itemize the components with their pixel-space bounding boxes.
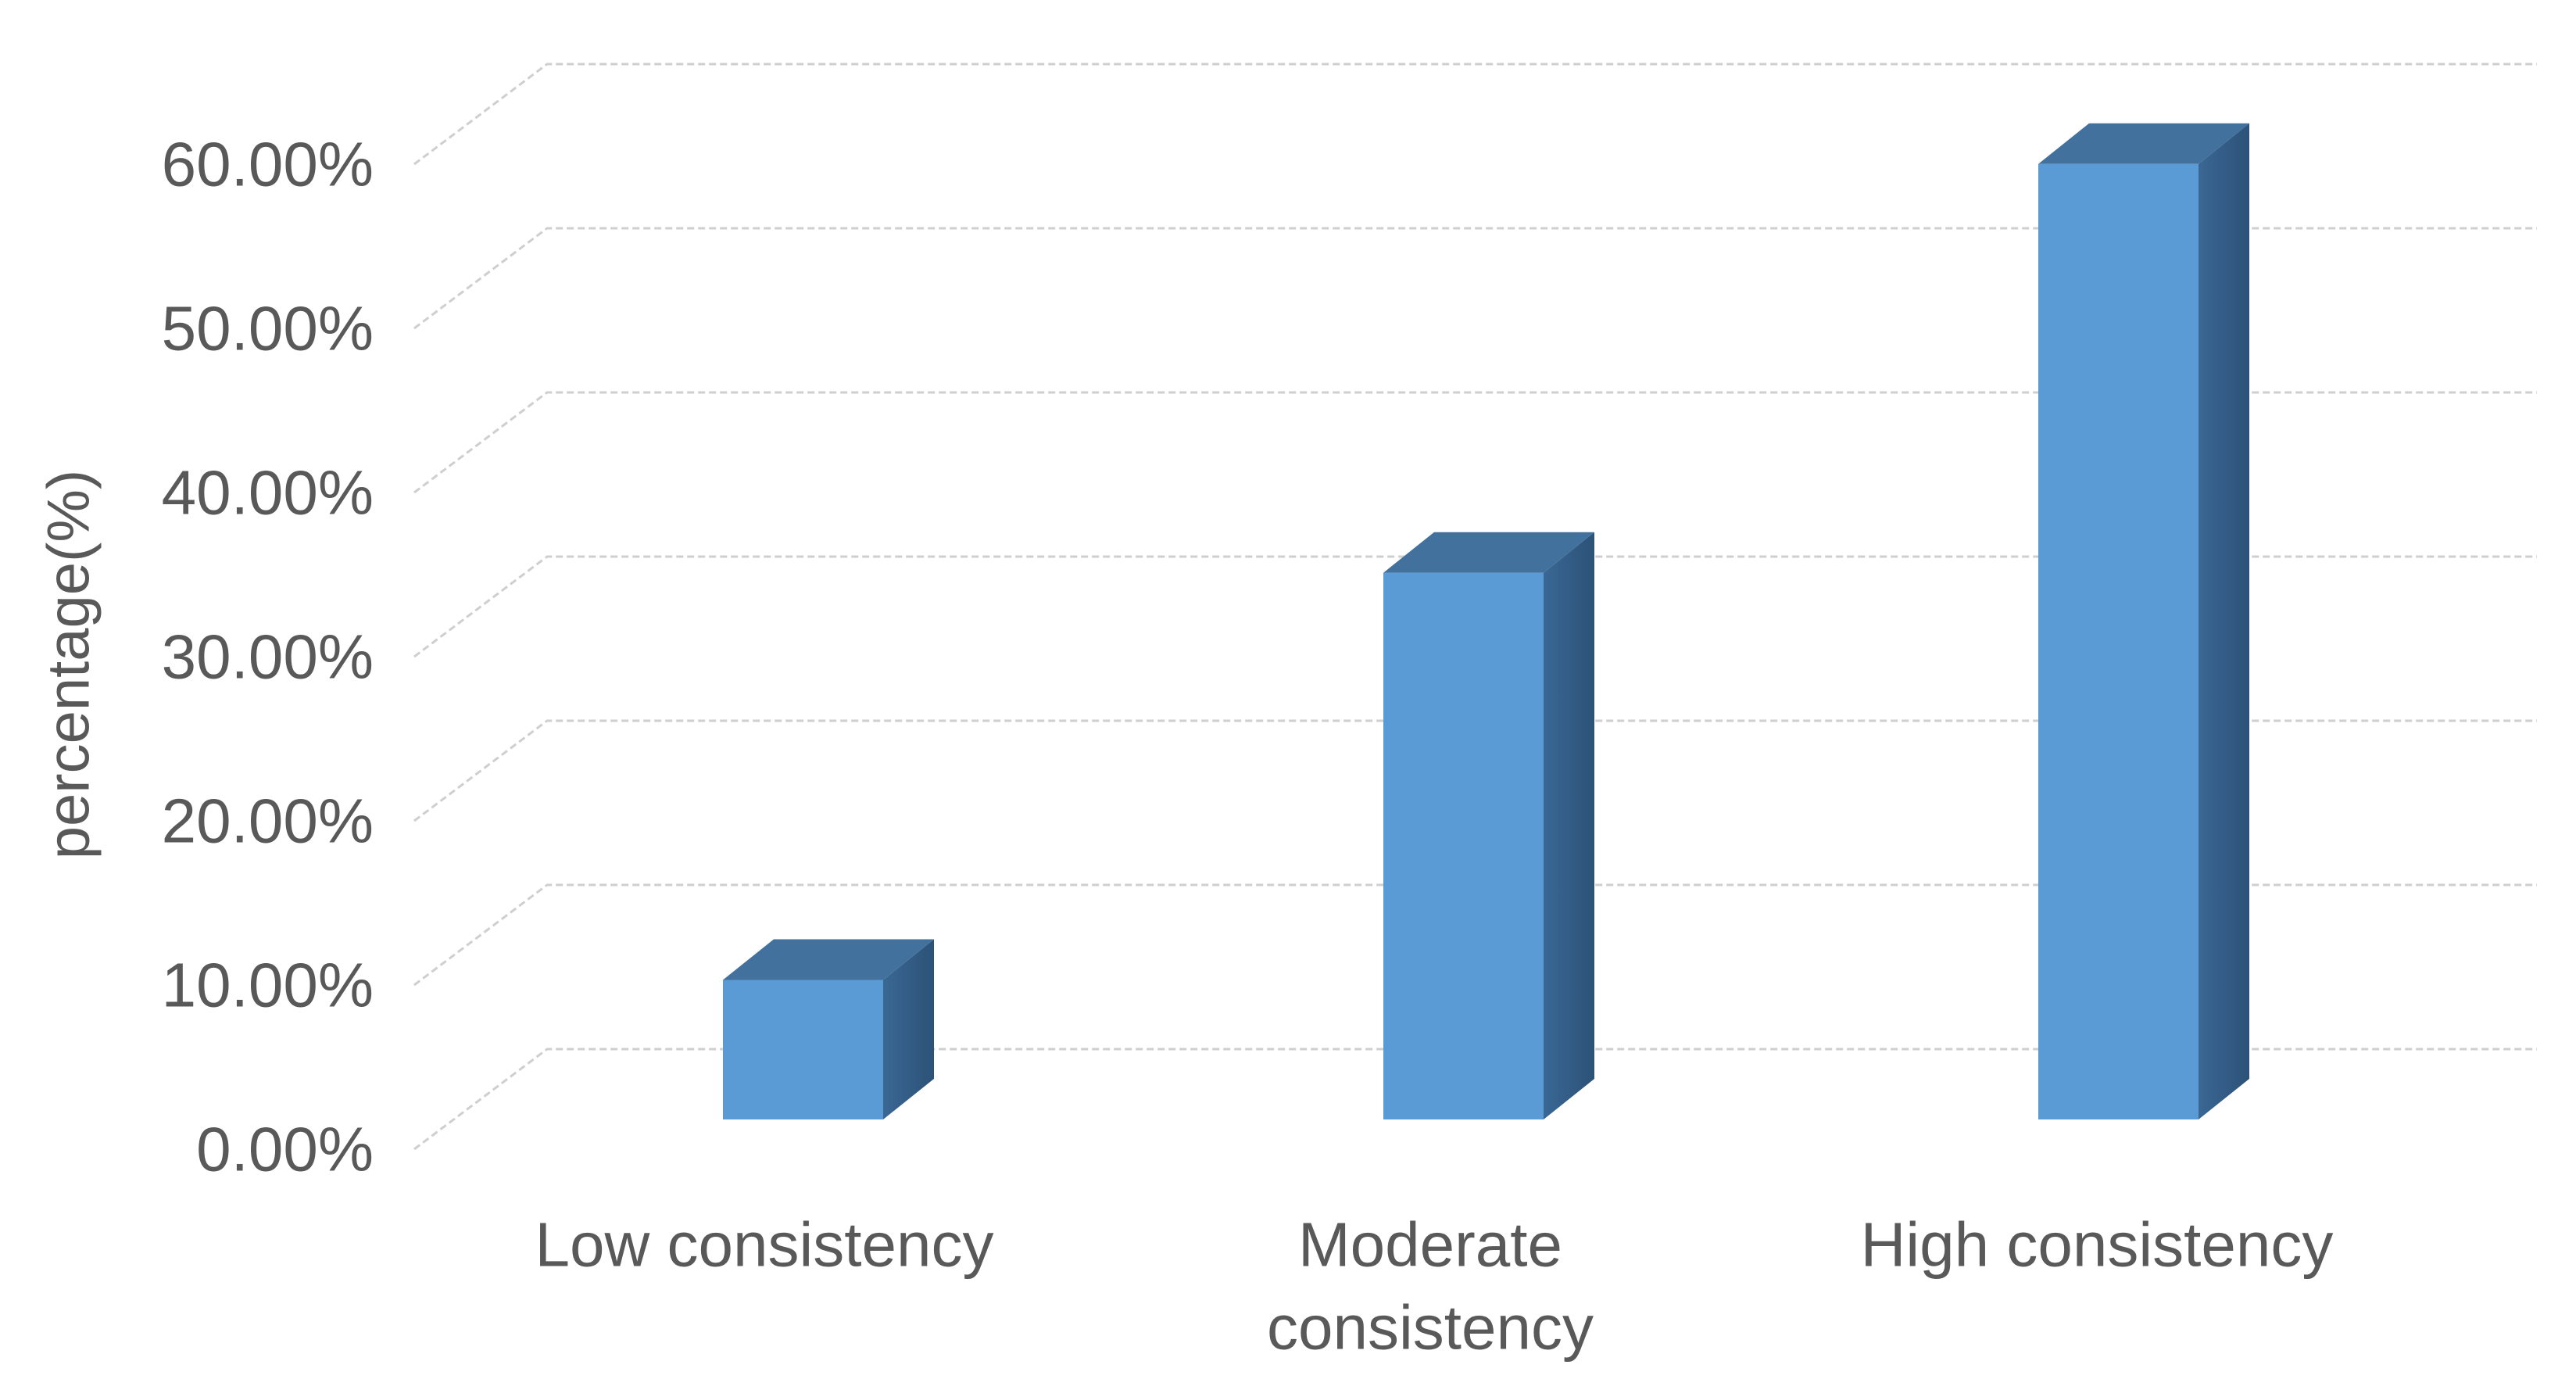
bar-low-consistency [723,939,934,1119]
bar-high-consistency [2038,123,2249,1119]
bar-top-face [723,939,934,980]
y-tick-label: 30.00% [162,622,374,692]
bar-moderate-consistency [1383,532,1594,1119]
bar-top-face [2038,123,2249,164]
x-category-label-high-consistency: High consistency [1861,1210,2334,1280]
bar-front-face [2038,163,2199,1119]
y-tick-label: 20.00% [162,786,374,856]
gridline [413,391,2537,494]
x-category-label-line: consistency [1267,1293,1594,1363]
bar-top-face [1383,532,1594,573]
gridline [413,227,2537,330]
y-tick-label: 40.00% [162,458,374,528]
bar-side-face [2199,123,2249,1119]
y-tick-label: 0.00% [196,1115,374,1184]
gridline [413,719,2537,822]
y-tick-label: 60.00% [162,130,374,199]
gridline [413,1048,2537,1151]
bar-front-face [723,980,883,1119]
bars [723,123,2249,1119]
bar-side-face [883,939,934,1119]
x-category-label-line: Moderate [1298,1210,1562,1280]
y-tick-label: 10.00% [162,951,374,1020]
gridline [413,63,2537,166]
x-category-label-low-consistency: Low consistency [535,1210,994,1280]
gridlines [413,63,2537,1151]
y-tick-label: 50.00% [162,294,374,364]
y-axis-tick-labels: 0.00% 10.00% 20.00% 30.00% 40.00% 50.00% 60.00… [162,130,374,1184]
x-axis-category-labels: Low consistency Moderate consistency High c… [535,1210,2334,1363]
x-category-label-line: Low consistency [535,1210,994,1280]
y-axis-title: percentage(%) [36,470,102,860]
x-category-label-line: High consistency [1861,1210,2334,1280]
gridline [413,883,2537,987]
x-category-label-moderate-consistency: Moderate consistency [1267,1210,1594,1363]
bar-front-face [1383,572,1544,1119]
bar-side-face [1544,532,1594,1119]
gridline [413,555,2537,658]
